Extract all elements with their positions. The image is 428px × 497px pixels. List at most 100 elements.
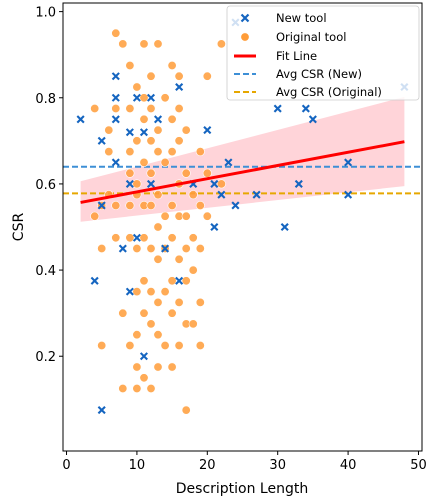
original-tool-point [195, 147, 205, 157]
original-tool-point [125, 147, 135, 157]
new-tool-point [146, 93, 156, 102]
original-tool-point [132, 330, 142, 340]
original-tool-point [132, 244, 142, 254]
original-tool-point [97, 244, 107, 254]
original-tool-point [167, 276, 177, 286]
original-tool-point [146, 71, 156, 81]
original-tool-point [188, 233, 198, 243]
x-tick-label: 50 [410, 458, 427, 473]
legend: New tool Original tool Fit Line Avg CSR … [226, 5, 420, 101]
new-tool-point [139, 352, 148, 361]
original-tool-point [174, 254, 184, 264]
y-axis-label: CSR [11, 213, 27, 242]
original-tool-point [125, 60, 135, 70]
x-tick-label: 0 [62, 458, 70, 473]
original-tool-point [216, 179, 226, 189]
new-tool-point [294, 179, 303, 188]
original-tool-point [160, 157, 170, 167]
original-tool-point [139, 308, 149, 318]
new-tool-point [280, 222, 289, 232]
x-tick-label: 30 [269, 458, 286, 473]
original-tool-point [195, 201, 205, 211]
new-tool-point [217, 190, 226, 199]
original-tool-point [167, 60, 177, 70]
original-tool-point [139, 93, 149, 103]
original-tool-point [153, 330, 163, 340]
original-tool-point [104, 125, 114, 135]
original-tool-point [188, 319, 198, 329]
original-tool-point [181, 276, 191, 286]
original-tool-point [132, 179, 142, 189]
original-tool-point [195, 297, 205, 307]
original-tool-point [167, 233, 177, 243]
original-tool-point [146, 244, 156, 254]
original-tool-point [188, 265, 198, 275]
new-tool-point [90, 276, 99, 285]
original-tool-point [125, 168, 135, 178]
y-tick-label: 1.0 [35, 6, 56, 21]
new-tool-point [153, 115, 163, 124]
legend-box [226, 5, 420, 101]
original-tool-point [153, 39, 163, 49]
new-tool-point [111, 115, 120, 124]
original-tool-point [139, 39, 149, 49]
original-tool-point [153, 125, 163, 135]
original-tool-point [132, 383, 142, 393]
original-tool-point [174, 297, 184, 307]
new-tool-point [308, 115, 317, 124]
y-tick-label: 0.2 [35, 350, 56, 365]
new-tool-point [125, 128, 134, 137]
new-tool-point [175, 276, 184, 285]
new-tool-point [118, 244, 127, 253]
original-tool-point [174, 340, 184, 350]
original-tool-point [125, 201, 135, 211]
new-tool-point [273, 104, 282, 113]
original-tool-point [132, 136, 142, 146]
new-tool-point [210, 222, 219, 232]
original-tool-point [202, 211, 212, 221]
new-tool-point [252, 190, 261, 199]
original-tool-point [111, 104, 121, 114]
original-tool-point [146, 136, 156, 146]
original-tool-point [153, 362, 163, 372]
new-tool-point [139, 128, 148, 137]
original-tool-point [174, 136, 184, 146]
plot-frame [62, 2, 423, 452]
original-tool-point [132, 362, 142, 372]
original-tool-point [111, 201, 121, 211]
original-tool-point [146, 319, 156, 329]
legend-label-fit-line: Fit Line [276, 49, 317, 63]
original-tool-point [216, 39, 226, 49]
new-tool-point [231, 201, 240, 210]
original-tool-point [202, 168, 212, 178]
original-tool-point [188, 190, 198, 200]
original-tool-point [174, 104, 184, 114]
new-tool-point [132, 93, 141, 102]
original-tool-point [104, 147, 114, 157]
original-tool-point [167, 362, 177, 372]
original-tool-point [97, 340, 107, 350]
new-tool-point [97, 201, 106, 210]
original-tool-point [153, 190, 163, 200]
original-tool-point [139, 276, 149, 286]
original-tool-point [153, 297, 163, 307]
new-tool-point [111, 72, 120, 81]
original-tool-point [153, 147, 163, 157]
original-tool-point [153, 222, 163, 232]
original-tool-point [167, 114, 177, 124]
original-tool-point [195, 244, 205, 254]
original-tool-point [167, 308, 177, 318]
legend-marker-original-tool [240, 32, 250, 42]
x-tick-label: 40 [340, 458, 357, 473]
new-tool-point [125, 179, 134, 188]
original-tool-point [146, 168, 156, 178]
original-tool-point [181, 125, 191, 135]
original-tool-point [132, 82, 142, 92]
original-tool-point [90, 104, 100, 114]
new-tool-point [161, 244, 170, 253]
original-tool-point [167, 201, 177, 211]
legend-label-new-tool: New tool [276, 11, 327, 25]
new-tool-point [344, 158, 353, 167]
legend-label-original-tool: Original tool [276, 30, 346, 44]
